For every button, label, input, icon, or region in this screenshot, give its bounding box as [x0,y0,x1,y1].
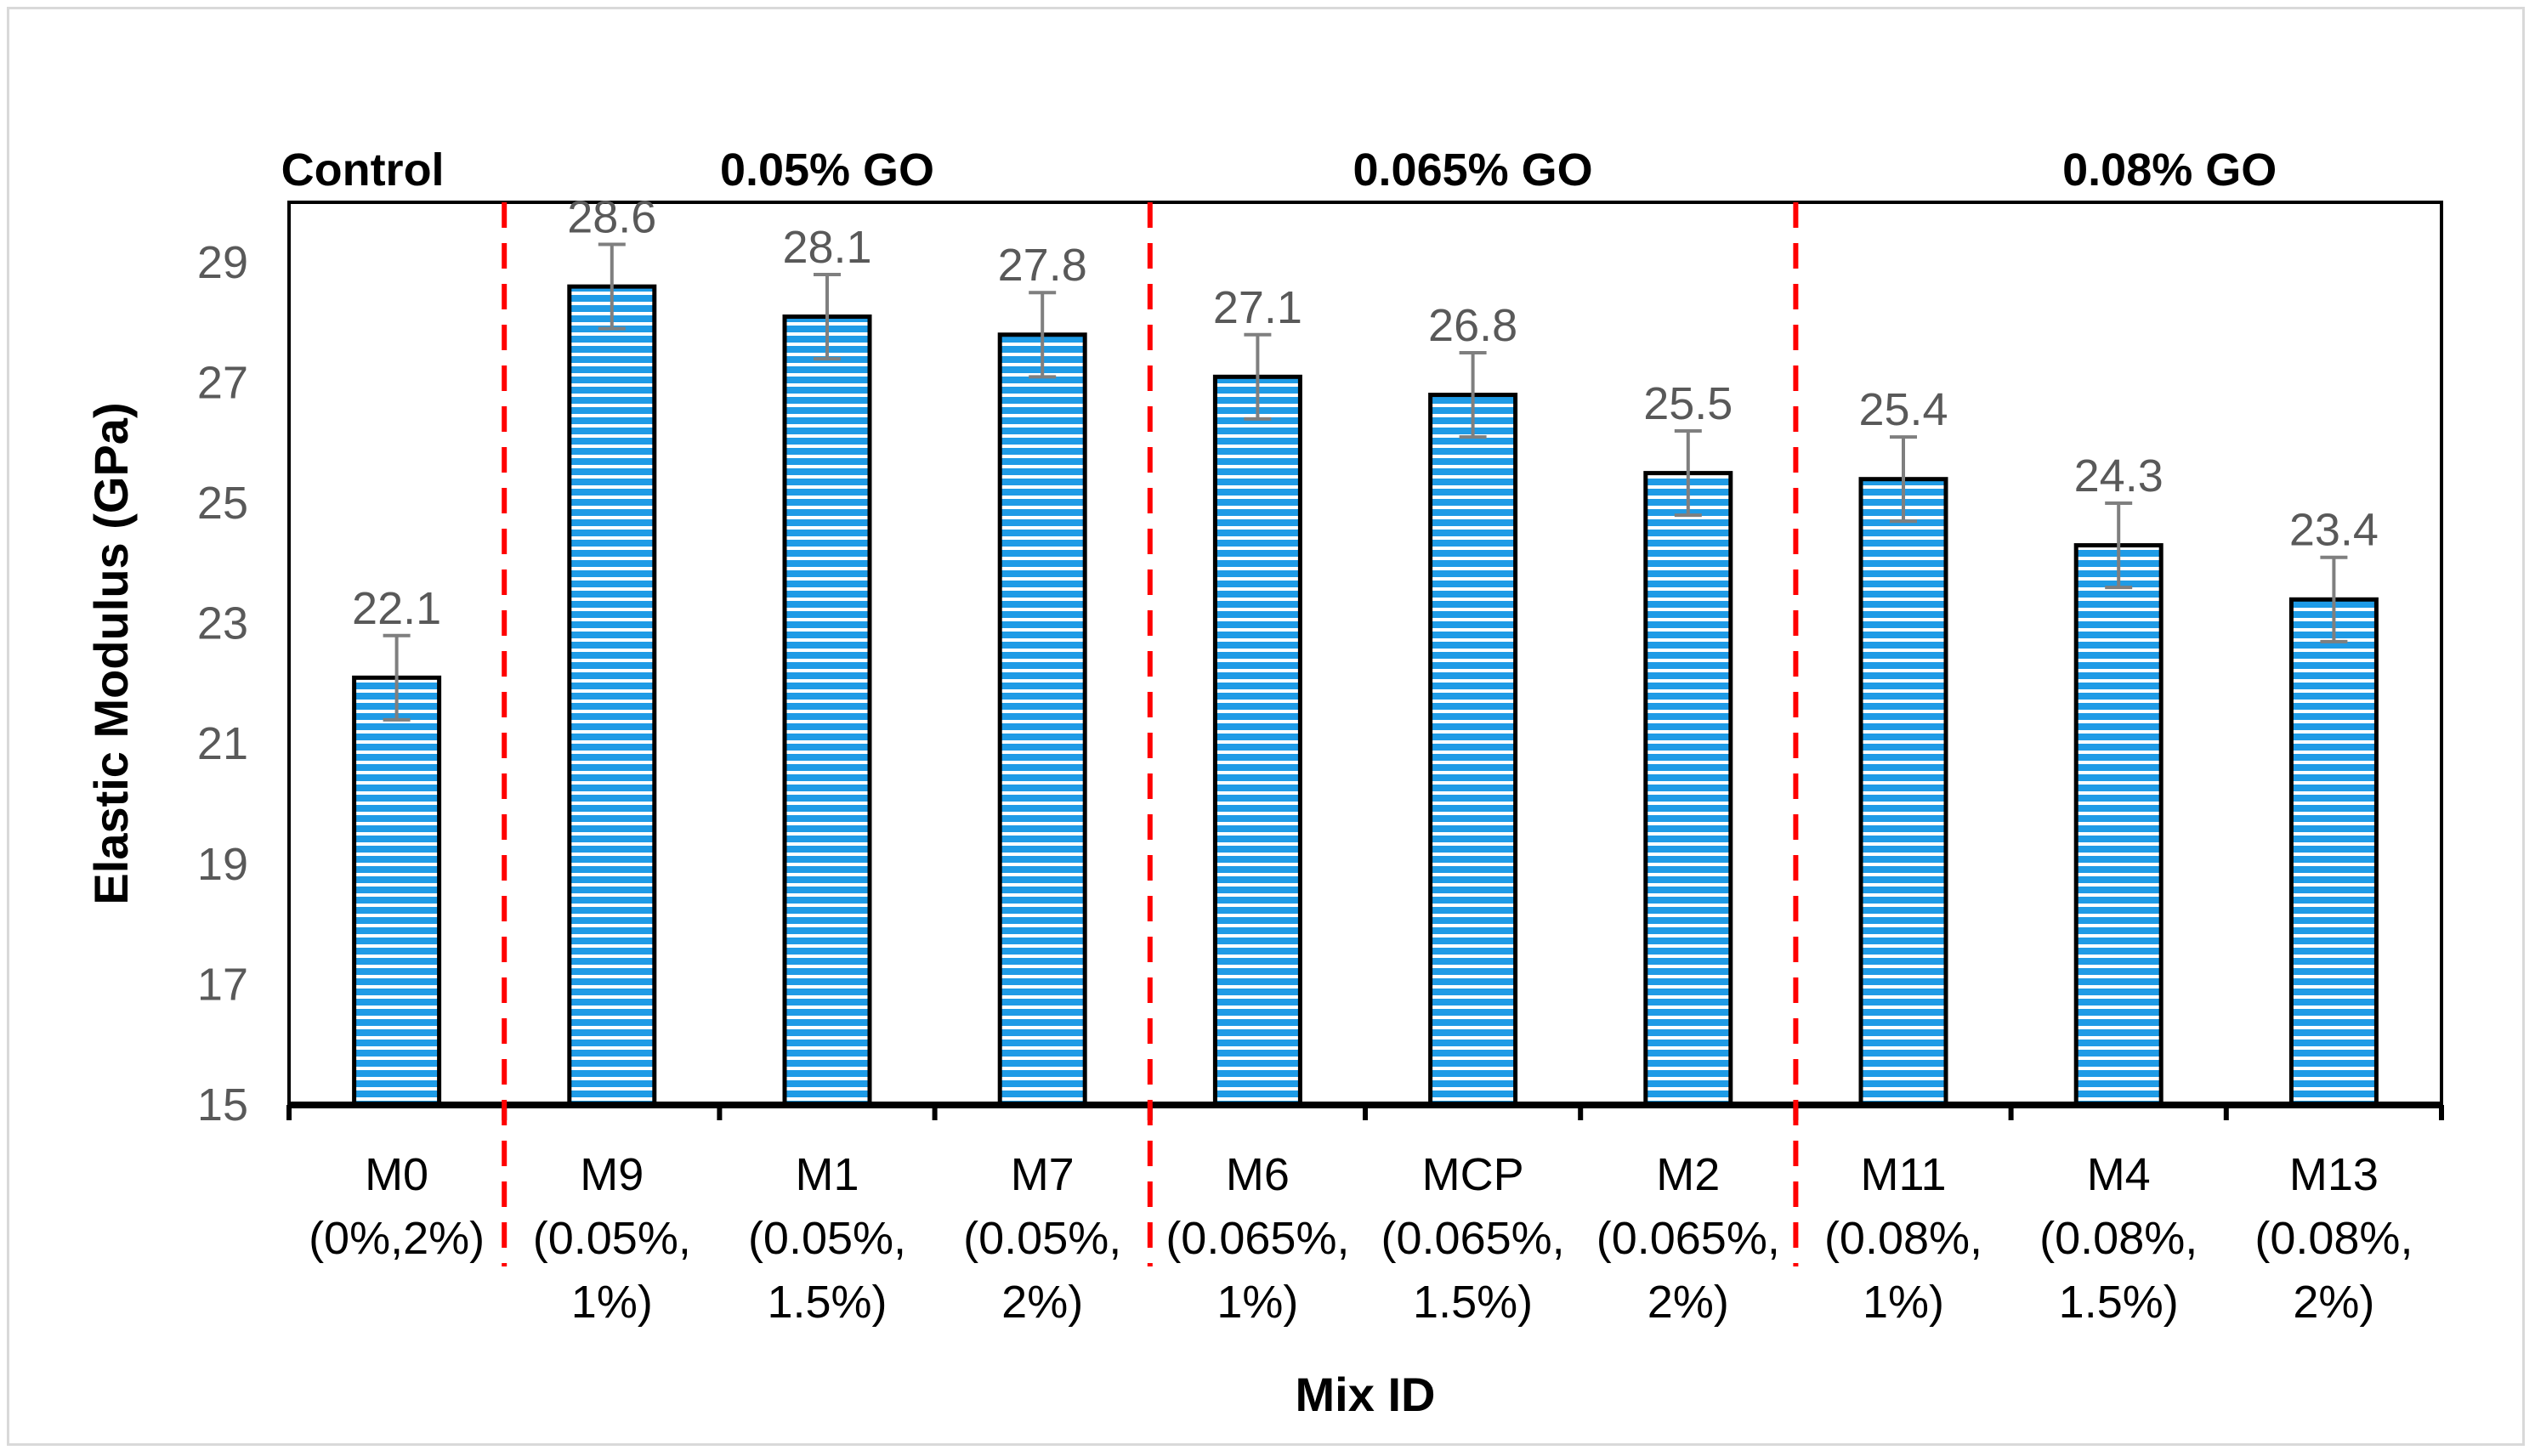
bar-mcp [1428,393,1518,1108]
x-tick-label-line2: (0.05%, [748,1213,906,1264]
x-tick-label: M0 [365,1149,428,1200]
x-tick-label-line2: (0.065%, [1165,1213,1349,1264]
x-tick-label-line3: 1.5%) [767,1277,887,1328]
chart-frame [7,7,2525,1446]
y-tick-label: 19 [197,839,248,890]
x-tick-label-line2: (0.065%, [1381,1213,1565,1264]
x-tick-label: M13 [2289,1149,2379,1200]
y-tick-label: 25 [197,478,248,529]
bar-m7 [997,332,1087,1108]
x-tick-label-line3: 1%) [571,1277,653,1328]
x-tick-label-line3: 2%) [2293,1277,2374,1328]
bar-m2 [1643,471,1733,1108]
bar-m13 [2288,597,2379,1108]
x-tick-label-line2: (0.05%, [963,1213,1121,1264]
group-label: 0.05% GO [720,144,934,195]
y-axis-title: Elastic Modulus (GPa) [84,402,138,904]
data-label: 28.6 [567,192,656,243]
data-label: 25.5 [1643,378,1733,429]
data-label: 27.1 [1213,282,1302,333]
x-tick-label-line2: (0.08%, [2039,1213,2198,1264]
y-tick-label: 17 [197,959,248,1010]
y-tick-label: 27 [197,357,248,408]
group-label: Control [281,144,445,195]
x-tick-label-line2: (0.08%, [2254,1213,2413,1264]
x-tick-label: M2 [1656,1149,1720,1200]
x-tick-label-line3: 2%) [1647,1277,1729,1328]
group-label: 0.065% GO [1353,144,1593,195]
x-tick-label: M6 [1226,1149,1290,1200]
data-label: 24.3 [2074,450,2164,501]
bar-m0 [352,675,442,1108]
x-tick-label: M4 [2087,1149,2151,1200]
data-label: 25.4 [1858,384,1948,435]
x-tick-label-line3: 1.5%) [1413,1277,1533,1328]
x-tick-label-line3: 1.5%) [2059,1277,2179,1328]
x-tick-label: M9 [580,1149,644,1200]
x-tick-label-line3: 1%) [1863,1277,1944,1328]
x-tick-label-line3: 1%) [1216,1277,1298,1328]
bar-m6 [1212,374,1302,1108]
y-tick-label: 21 [197,718,248,769]
x-tick-label-line2: (0%,2%) [309,1213,485,1264]
y-tick-label: 15 [197,1079,248,1130]
x-tick-label-line2: (0.08%, [1824,1213,1982,1264]
bar-m11 [1858,477,1948,1108]
bar-m9 [567,284,657,1108]
data-label: 26.8 [1428,300,1517,351]
x-tick-label: MCP [1422,1149,1524,1200]
data-label: 27.8 [998,240,1087,291]
x-tick-label-line3: 2%) [1001,1277,1083,1328]
x-tick-label: M7 [1011,1149,1075,1200]
data-label: 23.4 [2289,505,2379,556]
y-tick-label: 23 [197,598,248,649]
bar-m1 [782,314,872,1108]
bar-m4 [2073,543,2164,1108]
data-label: 28.1 [782,222,871,273]
x-tick-label: M11 [1860,1149,1946,1200]
group-label: 0.08% GO [2062,144,2277,195]
y-tick-label: 29 [197,237,248,288]
x-axis-title: Mix ID [1296,1368,1436,1421]
x-tick-label-line2: (0.065%, [1596,1213,1780,1264]
x-tick-label-line2: (0.05%, [533,1213,691,1264]
x-tick-label: M1 [795,1149,859,1200]
data-label: 22.1 [352,583,441,634]
